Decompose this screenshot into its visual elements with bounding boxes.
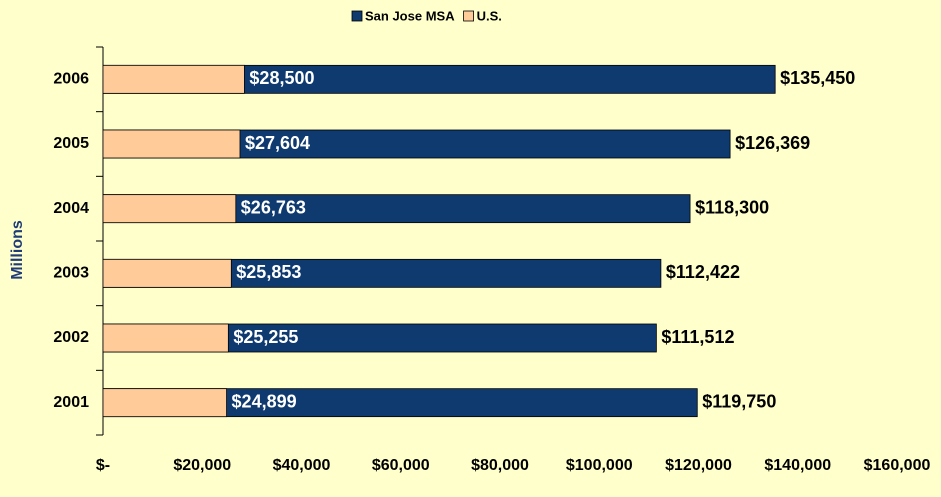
data-label: $27,604 [245,133,310,153]
y-axis-title: Millions [9,220,26,280]
x-tick-label: $40,000 [273,457,331,474]
data-label: $112,422 [666,262,740,282]
legend-swatch [351,10,363,22]
y-tick-label: 2005 [53,135,89,152]
data-label: $111,512 [661,327,734,347]
y-tick-label: 2002 [53,329,89,346]
y-tick-label: 2001 [53,394,89,411]
y-tick-label: 2003 [53,265,89,282]
x-tick-label: $80,000 [471,457,529,474]
bar [102,388,227,418]
y-tick-label: 2004 [53,200,89,217]
legend-label: U.S. [477,8,502,23]
x-tick-label: $- [96,457,110,474]
data-label: $135,450 [780,68,855,88]
data-label: $26,763 [241,197,306,217]
data-label: $25,853 [236,262,301,282]
bar [102,64,245,94]
bar [102,258,232,288]
bar [102,194,237,224]
x-tick-label: $160,000 [864,457,931,474]
data-label: $118,300 [695,197,769,217]
x-tick-label: $100,000 [566,457,633,474]
legend-swatch [463,10,474,22]
data-label: $24,899 [232,391,297,411]
legend-label: San Jose MSA [365,8,455,23]
data-label: $25,255 [233,327,298,347]
data-label: $119,750 [702,391,776,411]
x-tick-label: $20,000 [173,457,231,474]
x-tick-label: $140,000 [764,457,831,474]
x-tick-label: $120,000 [665,457,732,474]
data-label: $126,369 [735,133,810,153]
y-tick-label: 2006 [53,71,89,88]
data-label: $28,500 [249,68,314,88]
bar [102,129,241,159]
x-tick-label: $60,000 [372,457,430,474]
bar [102,323,229,353]
